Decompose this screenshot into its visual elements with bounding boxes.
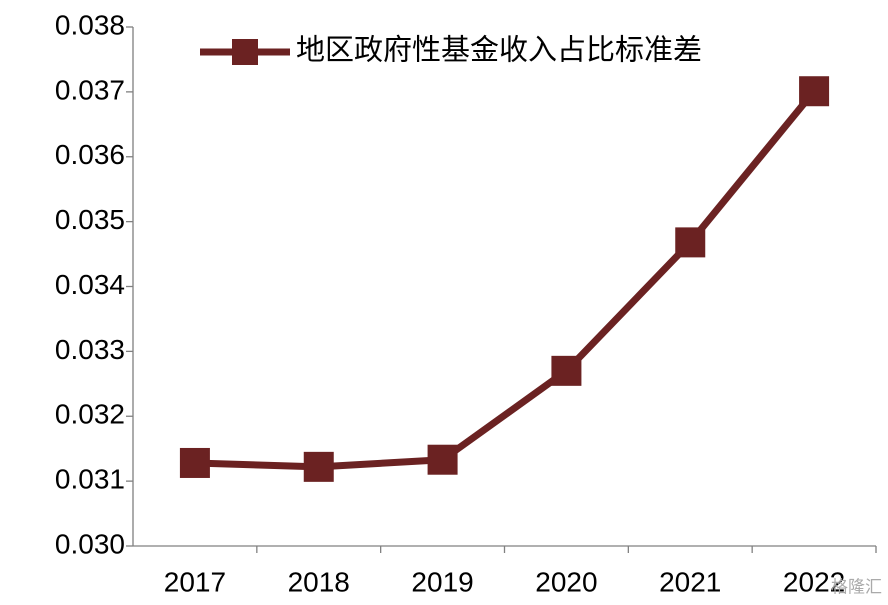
y-tick-label: 0.036 [55,139,125,170]
x-tick-label: 2019 [411,566,473,597]
watermark: 格隆汇 [831,577,882,596]
point-marker [799,76,830,107]
x-tick-label: 2017 [164,566,226,597]
point-marker [427,444,458,475]
x-tick-label: 2022 [783,566,845,597]
point-marker [675,227,706,258]
y-tick-label: 0.031 [55,464,125,495]
y-tick-label: 0.030 [55,528,125,559]
y-tick-label: 0.035 [55,204,125,235]
x-tick-label: 2020 [535,566,597,597]
y-tick-label: 0.038 [55,9,125,40]
series-line [194,89,817,471]
point-marker [303,451,334,482]
y-tick-label: 0.032 [55,399,125,430]
y-tick-label: 0.034 [55,269,125,300]
y-tick-label: 0.037 [55,74,125,105]
legend-marker [232,39,258,65]
x-tick-label: 2018 [288,566,350,597]
y-tick-label: 0.033 [55,334,125,365]
legend-label: 地区政府性基金收入占比标准差 [296,34,702,67]
point-marker [551,355,582,386]
x-tick-label: 2021 [659,566,721,597]
point-marker [179,447,210,478]
